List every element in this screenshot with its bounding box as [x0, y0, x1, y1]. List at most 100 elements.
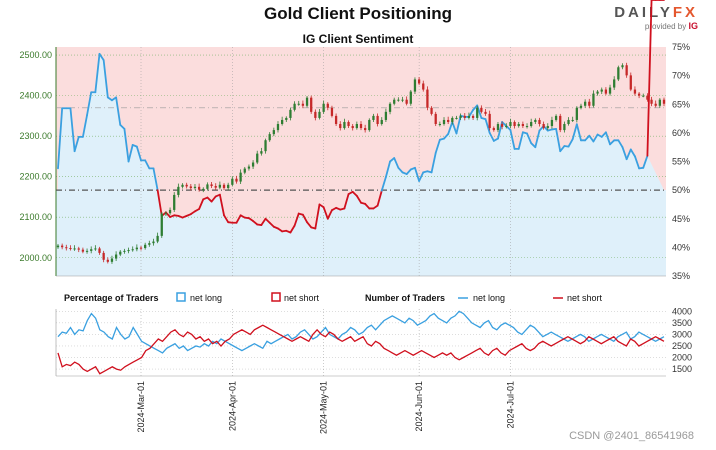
candle-body — [94, 248, 97, 250]
candle-body — [426, 89, 429, 108]
sentiment-segment — [455, 114, 462, 135]
left-tick-label: 2200.00 — [19, 172, 52, 182]
candle-body — [243, 168, 246, 173]
candle-body — [546, 126, 549, 129]
candle-body — [260, 151, 263, 154]
sentiment-segment — [289, 224, 296, 234]
traders-tick-label: 1500 — [672, 364, 692, 374]
candle-body — [447, 119, 450, 122]
candle-body — [256, 153, 259, 163]
sentiment-segment — [517, 131, 524, 150]
candle-body — [658, 99, 661, 106]
candle-body — [368, 119, 371, 131]
sentiment-segment — [588, 134, 595, 143]
candle-body — [119, 251, 122, 255]
candle-body — [376, 115, 379, 125]
sentiment-segment — [451, 121, 458, 135]
candle-body — [484, 111, 487, 114]
candle-body — [56, 245, 60, 248]
sentiment-segment — [210, 195, 217, 203]
legend-pct-short: net short — [284, 293, 320, 303]
candle-body — [422, 83, 425, 90]
sentiment-segment — [198, 198, 205, 210]
candle-body — [554, 115, 558, 120]
sentiment-segment — [584, 134, 591, 142]
candle-body — [61, 245, 64, 248]
candle-body — [417, 79, 421, 84]
candle-body — [438, 124, 442, 126]
right-tick-label: 50% — [672, 185, 690, 195]
candle-body — [177, 186, 180, 195]
candle-body — [567, 119, 570, 125]
candle-body — [521, 124, 525, 127]
candle-body — [218, 184, 222, 188]
candle-body — [629, 75, 632, 90]
candle-body — [401, 99, 404, 101]
candle-body — [114, 254, 118, 259]
candle-body — [463, 115, 466, 118]
sentiment-segment — [322, 206, 329, 220]
sentiment-segment — [484, 118, 491, 134]
sentiment-segment — [306, 221, 313, 229]
left-tick-label: 2100.00 — [19, 212, 52, 222]
candle-body — [251, 162, 255, 167]
left-tick-label: 2300.00 — [19, 131, 52, 141]
sentiment-segment — [156, 189, 163, 217]
candle-body — [222, 184, 226, 189]
sentiment-segment — [430, 152, 437, 174]
candle-body — [625, 65, 628, 76]
sentiment-segment — [57, 107, 64, 170]
candle-body — [227, 184, 230, 189]
candle-body — [276, 124, 280, 131]
candle-body — [583, 101, 587, 106]
candle-body — [476, 107, 479, 118]
net-long-traders-line — [57, 310, 665, 354]
sentiment-segment — [621, 146, 628, 161]
sentiment-segment — [260, 217, 267, 226]
sentiment-segment — [555, 127, 562, 153]
traders-tick-label: 4000 — [672, 306, 692, 316]
sentiment-segment — [268, 221, 275, 228]
sentiment-segment — [82, 114, 88, 138]
candle-body — [65, 247, 68, 249]
candle-body — [210, 184, 213, 187]
candle-body — [69, 248, 72, 250]
traders-tick-label: 3500 — [672, 318, 692, 328]
sentiment-segment — [634, 155, 640, 170]
legend-num-long: net long — [473, 293, 505, 303]
candle-body — [534, 119, 537, 122]
candle-body — [280, 119, 284, 125]
candle-body — [156, 235, 159, 242]
candle-body — [173, 194, 176, 210]
candle-body — [168, 209, 172, 214]
candle-body — [492, 128, 495, 131]
candle-body — [509, 121, 512, 127]
sentiment-segment — [567, 138, 574, 148]
candle-body — [538, 119, 541, 125]
legend: Percentage of Traders net long net short Nu… — [64, 292, 603, 303]
candle-body — [413, 79, 417, 92]
sentiment-segment — [355, 194, 362, 204]
candle-body — [343, 121, 346, 129]
sentiment-segment — [443, 133, 450, 140]
candle-body — [268, 134, 271, 141]
sentiment-segment — [301, 213, 308, 224]
candle-body — [571, 119, 574, 121]
sentiment-segment — [476, 104, 483, 119]
right-tick-label: 70% — [672, 71, 690, 81]
sentiment-segment — [73, 135, 80, 153]
candle-body — [322, 103, 325, 112]
candle-body — [214, 186, 217, 188]
x-tick-label: 2024-Mar-01 — [136, 381, 146, 433]
candle-body — [662, 99, 666, 104]
traders-tick-label: 3000 — [672, 329, 692, 339]
sentiment-segment — [144, 159, 151, 170]
net-short-traders-line — [57, 324, 665, 375]
sentiment-segment — [571, 123, 578, 141]
candle-body — [293, 103, 296, 110]
candle-body — [310, 97, 313, 112]
candle-body — [239, 172, 242, 182]
sentiment-segment — [223, 214, 230, 224]
